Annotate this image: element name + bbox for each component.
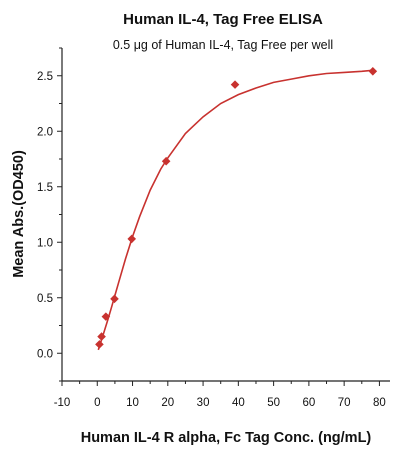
data-point — [97, 332, 106, 341]
y-tick-label: 0.5 — [37, 293, 53, 305]
x-axis-ticks: -10 0 10 20 30 40 50 60 70 80 — [54, 381, 386, 409]
chart-subtitle: 0.5 μg of Human IL-4, Tag Free per well — [113, 38, 333, 52]
y-axis-ticks: 0.0 0.5 1.0 1.5 2.0 2.5 — [37, 47, 62, 382]
x-tick-label: 0 — [94, 397, 100, 409]
chart-title: Human IL-4, Tag Free ELISA — [123, 11, 323, 28]
y-tick-label: 0.0 — [37, 348, 53, 360]
y-axis-title: Mean Abs.(OD450) — [11, 150, 27, 278]
y-tick-label: 2.0 — [37, 126, 53, 138]
data-point — [127, 234, 137, 244]
x-tick-label: 10 — [126, 397, 139, 409]
fit-curve-line — [97, 69, 375, 351]
data-point — [95, 340, 104, 349]
x-tick-label: -10 — [54, 397, 71, 409]
data-point — [230, 80, 240, 89]
x-tick-label: 30 — [197, 397, 210, 409]
x-axis-title: Human IL-4 R alpha, Fc Tag Conc. (ng/mL) — [81, 430, 372, 446]
y-tick-label: 1.0 — [37, 237, 53, 249]
data-point — [368, 67, 378, 76]
x-tick-label: 70 — [338, 397, 351, 409]
x-tick-label: 40 — [232, 397, 245, 409]
x-tick-label: 20 — [161, 397, 174, 409]
x-tick-label: 60 — [302, 397, 315, 409]
x-tick-label: 50 — [267, 397, 280, 409]
data-points — [95, 67, 378, 349]
x-tick-label: 80 — [373, 397, 386, 409]
y-tick-label: 2.5 — [37, 71, 53, 83]
data-point — [101, 312, 111, 321]
data-point — [161, 156, 171, 166]
data-point — [110, 294, 119, 304]
y-tick-label: 1.5 — [37, 182, 53, 194]
